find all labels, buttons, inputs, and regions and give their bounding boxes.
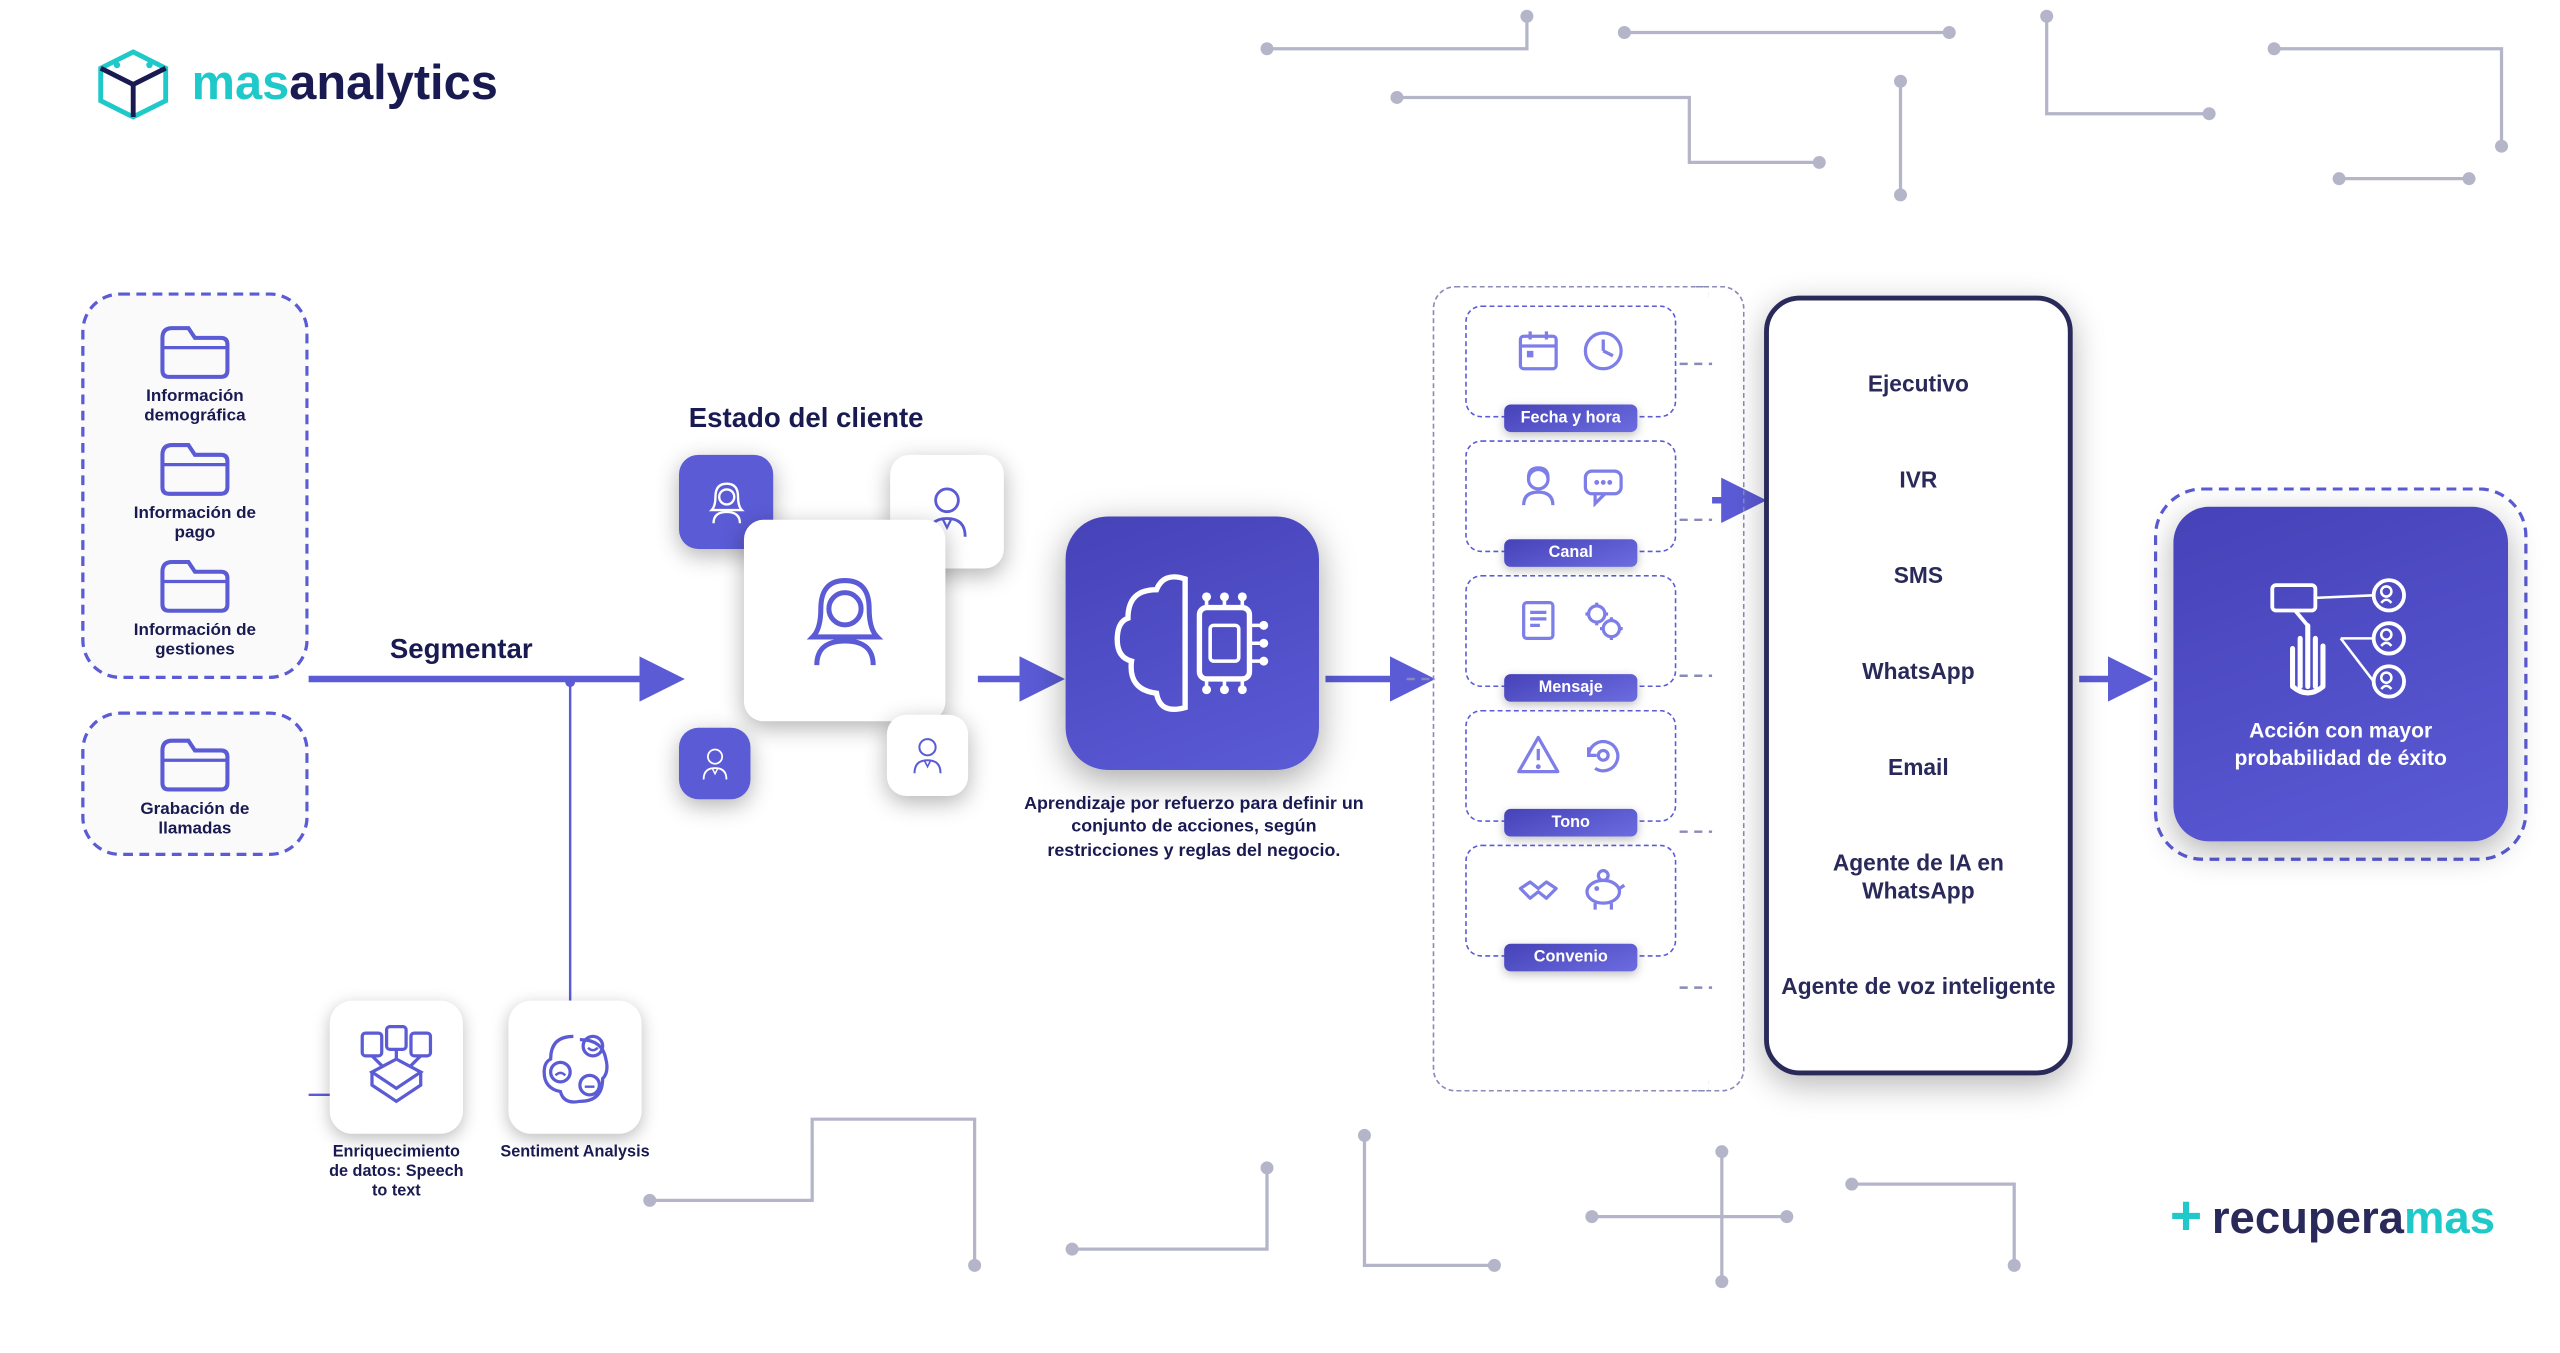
source-label: Información de gestiones — [114, 621, 276, 660]
logo-part-mas-bottom: mas — [2404, 1191, 2495, 1241]
decorative-lines-bottom — [585, 1087, 2047, 1298]
logo-plus-icon: + — [2170, 1186, 2202, 1249]
logo-masanalytics: masanalytics — [94, 45, 498, 123]
gears-icon — [1579, 596, 1628, 645]
analysis-tile — [330, 1001, 463, 1134]
option-tag: Mensaje — [1504, 674, 1637, 702]
channel-item: Agente de voz inteligente — [1779, 973, 2058, 1000]
option-tile: Fecha y hora — [1465, 305, 1676, 417]
channel-item: Email — [1779, 754, 2058, 781]
channel-item: IVR — [1779, 466, 2058, 493]
recordings-item: Grabación de llamadas — [114, 732, 276, 839]
person-m-icon — [903, 731, 952, 780]
channel-item: WhatsApp — [1779, 658, 2058, 685]
option-tag: Fecha y hora — [1504, 404, 1637, 432]
cube-icon — [94, 45, 172, 123]
folder-icon — [156, 436, 234, 501]
estado-card — [744, 520, 945, 721]
brain-caption: Aprendizaje por refuerzo para definir un… — [1020, 793, 1368, 863]
analysis-row: Enriquecimiento de datos: Speech to text… — [322, 1001, 650, 1202]
recordings-box: Grabación de llamadas — [81, 712, 308, 855]
note-icon — [1514, 596, 1563, 645]
options-bracket-right — [1696, 286, 1745, 1092]
outcome-caption: Acción con mayor probabilidad de éxito — [2193, 718, 2489, 773]
channel-item: SMS — [1779, 562, 2058, 589]
option-tile: Canal — [1465, 440, 1676, 552]
warning-icon — [1514, 731, 1563, 780]
data-enrichment-icon — [352, 1023, 440, 1111]
option-tile: Convenio — [1465, 845, 1676, 957]
option-tag: Convenio — [1504, 944, 1637, 972]
person-m-icon — [693, 742, 736, 785]
channel-item: Ejecutivo — [1779, 371, 2058, 398]
estado-title: Estado del cliente — [689, 403, 924, 435]
option-icons — [1477, 320, 1665, 382]
chat-icon — [1579, 461, 1628, 510]
source-label: Información de pago — [114, 504, 276, 543]
person-f-icon — [698, 474, 755, 531]
analysis-card: Sentiment Analysis — [500, 1001, 649, 1202]
channel-item: Agente de IA en WhatsApp — [1779, 850, 2058, 905]
source-item: Información de pago — [114, 436, 276, 543]
option-tile: Mensaje — [1465, 575, 1676, 687]
analysis-tile — [508, 1001, 641, 1134]
option-tag: Tono — [1504, 809, 1637, 837]
options-column: Fecha y hora Canal Mensaje Tono Convenio — [1465, 305, 1676, 956]
brain-chip-icon — [1103, 554, 1282, 733]
logo-recuperamas: + recuperamas — [2170, 1186, 2495, 1249]
analysis-card: Enriquecimiento de datos: Speech to text — [322, 1001, 471, 1202]
option-icons — [1477, 724, 1665, 786]
outcome-box: Acción con mayor probabilidad de éxito — [2154, 487, 2528, 861]
folder-icon — [156, 732, 234, 797]
logo-part-analytics: analytics — [289, 57, 498, 111]
estado-card — [887, 715, 968, 796]
option-icons — [1477, 859, 1665, 921]
source-label: Información demográfica — [114, 387, 276, 426]
analysis-caption: Sentiment Analysis — [500, 1144, 649, 1163]
option-icons — [1477, 590, 1665, 652]
option-tag: Canal — [1504, 539, 1637, 567]
source-item: Información de gestiones — [114, 553, 276, 660]
option-icons — [1477, 455, 1665, 517]
brain-tile — [1066, 517, 1319, 770]
source-item: Información demográfica — [114, 318, 276, 425]
recordings-label: Grabación de llamadas — [114, 800, 276, 839]
folder-icon — [156, 553, 234, 618]
diagram-canvas: masanalytics Información demográfica Inf… — [0, 0, 2560, 1298]
savings-icon — [1579, 866, 1628, 915]
data-sources-column: Información demográfica Información de p… — [81, 292, 308, 855]
estado-card — [679, 728, 750, 799]
logo-part-recupera: recupera — [2212, 1191, 2404, 1241]
sources-box: Información demográfica Información de p… — [81, 292, 308, 679]
estado-stack — [679, 455, 1004, 796]
option-tile: Tono — [1465, 710, 1676, 822]
agent-icon — [1514, 461, 1563, 510]
logo-part-mas: mas — [192, 57, 290, 111]
sentiment-icon — [531, 1023, 619, 1111]
outcome-tile: Acción con mayor probabilidad de éxito — [2173, 507, 2508, 842]
cycle-icon — [1579, 731, 1628, 780]
analysis-caption: Enriquecimiento de datos: Speech to text — [322, 1144, 471, 1202]
handshake-icon — [1514, 866, 1563, 915]
clock-icon — [1579, 326, 1628, 375]
action-select-icon — [2259, 575, 2421, 702]
folder-icon — [156, 318, 234, 383]
segmentar-label: Segmentar — [390, 634, 533, 666]
calendar-icon — [1514, 326, 1563, 375]
channel-list-phone: Ejecutivo IVR SMS WhatsApp Email Agente de IA… — [1764, 296, 2073, 1076]
person-f-icon — [784, 560, 905, 681]
decorative-lines-top — [1202, 0, 2534, 260]
